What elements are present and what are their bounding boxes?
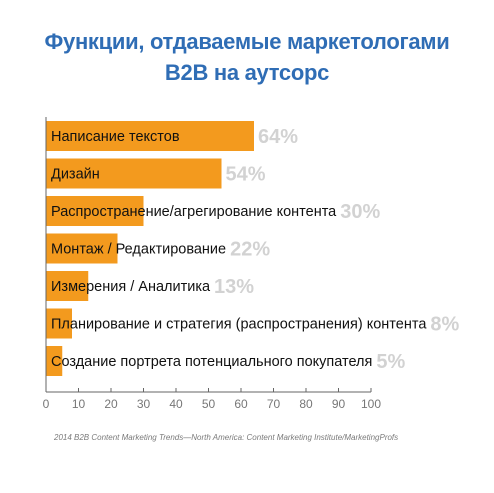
source-note: 2014 B2B Content Marketing Trends—North …	[54, 433, 399, 442]
x-tick-label-0: 0	[43, 397, 50, 411]
x-tick-label-30: 30	[137, 397, 151, 411]
x-tick-label-40: 40	[169, 397, 183, 411]
bar-label-6: Планирование и стратегия (распространени…	[51, 317, 427, 333]
value-label-2: 54%	[226, 164, 266, 186]
value-label-6: 8%	[430, 314, 459, 336]
bar-label-3: Распространение/агрегирование контента	[51, 204, 337, 220]
bar-4	[46, 233, 118, 264]
x-tick-label-70: 70	[267, 397, 281, 411]
bar-3	[46, 196, 144, 226]
bar-2	[46, 158, 222, 189]
bars-layer: Написание текстов 64% Дизайн 54% Распростран…	[46, 121, 460, 376]
chart-title-line-1: Функции, отдаваемые маркетологами	[44, 29, 450, 54]
bar-label-2: Дизайн	[51, 167, 100, 183]
value-label-5: 13%	[214, 276, 254, 298]
x-tick-label-80: 80	[299, 397, 313, 411]
bar-1	[46, 121, 254, 151]
x-tick-label-90: 90	[332, 397, 346, 411]
value-label-7: 5%	[376, 351, 405, 373]
bar-7	[46, 346, 63, 376]
chart-title-line-2: B2B на аутсорс	[164, 60, 330, 85]
bar-5	[46, 271, 89, 301]
bar-6	[46, 308, 72, 339]
bar-label-1: Написание текстов	[51, 129, 180, 145]
bar-label-5: Измерения / Аналитика	[51, 279, 211, 295]
x-axis: 0 10 20 30 40 50 60 70 80 90 100	[43, 117, 381, 411]
value-label-3: 30%	[340, 201, 380, 223]
x-tick-label-20: 20	[104, 397, 118, 411]
x-tick-label-100: 100	[361, 397, 381, 411]
chart-title: Функции, отдаваемые маркетологами B2B на…	[0, 26, 494, 88]
x-tick-label-60: 60	[234, 397, 248, 411]
x-tick-label-50: 50	[202, 397, 216, 411]
value-label-1: 64%	[258, 126, 298, 148]
bar-label-4: Монтаж / Редактирование	[51, 242, 226, 258]
bar-label-7: Создание портрета потенциального покупат…	[51, 354, 372, 370]
value-label-4: 22%	[230, 239, 270, 261]
x-tick-label-10: 10	[72, 397, 86, 411]
